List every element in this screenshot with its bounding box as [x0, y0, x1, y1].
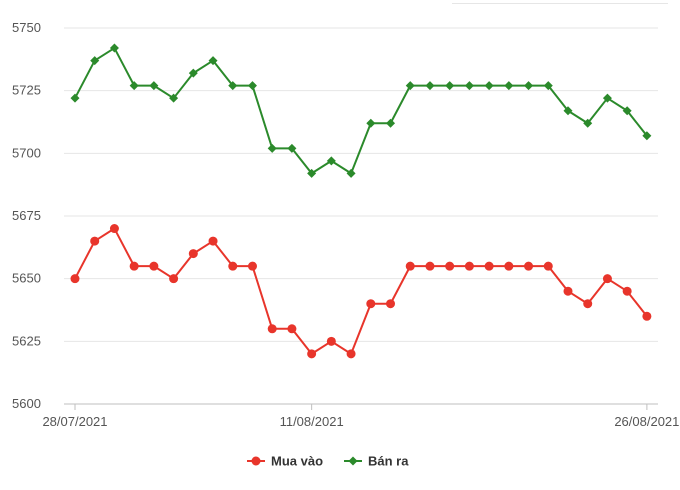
data-point-0-18[interactable]	[425, 261, 435, 271]
series-layer	[70, 43, 652, 359]
data-point-1-24[interactable]	[543, 81, 553, 91]
legend-label-1: Bán ra	[368, 454, 409, 469]
data-point-1-19[interactable]	[445, 81, 455, 91]
data-point-1-16[interactable]	[386, 118, 396, 128]
legend-item-1[interactable]: Bán ra	[344, 454, 409, 469]
top-border-strip	[452, 0, 668, 4]
data-point-0-10[interactable]	[267, 324, 277, 334]
data-point-0-7[interactable]	[208, 236, 218, 246]
data-point-1-14[interactable]	[346, 168, 356, 178]
legend-marker-0	[251, 456, 261, 466]
data-point-1-29[interactable]	[642, 131, 652, 141]
data-point-0-20[interactable]	[464, 261, 474, 271]
data-point-0-3[interactable]	[129, 261, 139, 271]
data-point-1-15[interactable]	[366, 118, 376, 128]
data-point-1-5[interactable]	[169, 93, 179, 103]
y-tick-label-5625: 5625	[12, 333, 41, 348]
data-point-0-19[interactable]	[445, 261, 455, 271]
data-point-1-13[interactable]	[326, 156, 336, 166]
data-point-0-27[interactable]	[602, 274, 612, 284]
data-point-1-12[interactable]	[307, 168, 317, 178]
data-point-0-16[interactable]	[386, 299, 396, 309]
data-point-0-0[interactable]	[70, 274, 80, 284]
y-tick-label-5675: 5675	[12, 208, 41, 223]
y-tick-label-5650: 5650	[12, 271, 41, 286]
y-tick-label-5750: 5750	[12, 20, 41, 35]
data-point-0-13[interactable]	[326, 336, 336, 346]
data-point-0-24[interactable]	[543, 261, 553, 271]
data-point-0-12[interactable]	[307, 349, 317, 359]
data-point-1-23[interactable]	[524, 81, 534, 91]
data-point-0-9[interactable]	[247, 261, 257, 271]
data-point-1-7[interactable]	[208, 56, 218, 66]
data-point-1-6[interactable]	[188, 68, 198, 78]
data-point-0-14[interactable]	[346, 349, 356, 359]
data-point-1-18[interactable]	[425, 81, 435, 91]
data-point-1-10[interactable]	[267, 143, 277, 153]
data-point-1-8[interactable]	[228, 81, 238, 91]
data-point-0-17[interactable]	[405, 261, 415, 271]
data-point-0-5[interactable]	[169, 274, 179, 284]
y-tick-label-5700: 5700	[12, 145, 41, 160]
x-tick-label-0: 28/07/2021	[42, 414, 107, 429]
x-tick-label-1: 11/08/2021	[280, 414, 344, 429]
data-point-0-28[interactable]	[622, 286, 632, 296]
y-tick-label-5725: 5725	[12, 83, 41, 98]
data-point-1-26[interactable]	[583, 118, 593, 128]
data-point-0-26[interactable]	[583, 299, 593, 309]
data-point-1-25[interactable]	[563, 106, 573, 116]
data-point-0-22[interactable]	[504, 261, 514, 271]
data-point-1-22[interactable]	[504, 81, 514, 91]
data-point-1-3[interactable]	[129, 81, 139, 91]
data-point-0-23[interactable]	[524, 261, 534, 271]
data-point-0-15[interactable]	[366, 299, 376, 309]
data-point-0-8[interactable]	[228, 261, 238, 271]
data-point-1-9[interactable]	[247, 81, 257, 91]
x-tick-label-2: 26/08/2021	[614, 414, 679, 429]
data-point-0-2[interactable]	[109, 224, 119, 234]
data-point-0-4[interactable]	[149, 261, 159, 271]
data-point-1-1[interactable]	[90, 56, 100, 66]
data-point-0-29[interactable]	[642, 311, 652, 321]
data-point-1-4[interactable]	[149, 81, 159, 91]
y-tick-label-5600: 5600	[12, 396, 41, 411]
data-point-0-1[interactable]	[90, 236, 100, 246]
data-point-1-0[interactable]	[70, 93, 80, 103]
legend[interactable]: Mua vào Bán ra	[247, 454, 409, 469]
y-axis: 5600 5625 5650 5675 5700 5725 5750	[12, 20, 41, 411]
series-line-1	[74, 47, 648, 175]
data-point-1-2[interactable]	[109, 43, 119, 53]
legend-marker-1	[348, 456, 358, 466]
data-point-1-28[interactable]	[622, 106, 632, 116]
series-line-0	[74, 227, 648, 355]
data-point-0-21[interactable]	[484, 261, 494, 271]
series-0	[70, 224, 652, 359]
data-point-1-11[interactable]	[287, 143, 297, 153]
data-point-0-25[interactable]	[563, 286, 573, 296]
data-point-1-27[interactable]	[602, 93, 612, 103]
data-point-0-11[interactable]	[287, 324, 297, 334]
data-point-1-20[interactable]	[464, 81, 474, 91]
legend-item-0[interactable]: Mua vào	[247, 454, 323, 469]
legend-label-0: Mua vào	[271, 454, 323, 469]
x-axis: 28/07/2021 11/08/2021 26/08/2021	[42, 403, 679, 429]
series-1	[70, 43, 652, 178]
data-point-1-21[interactable]	[484, 81, 494, 91]
data-point-0-6[interactable]	[188, 249, 198, 259]
data-point-1-17[interactable]	[405, 81, 415, 91]
